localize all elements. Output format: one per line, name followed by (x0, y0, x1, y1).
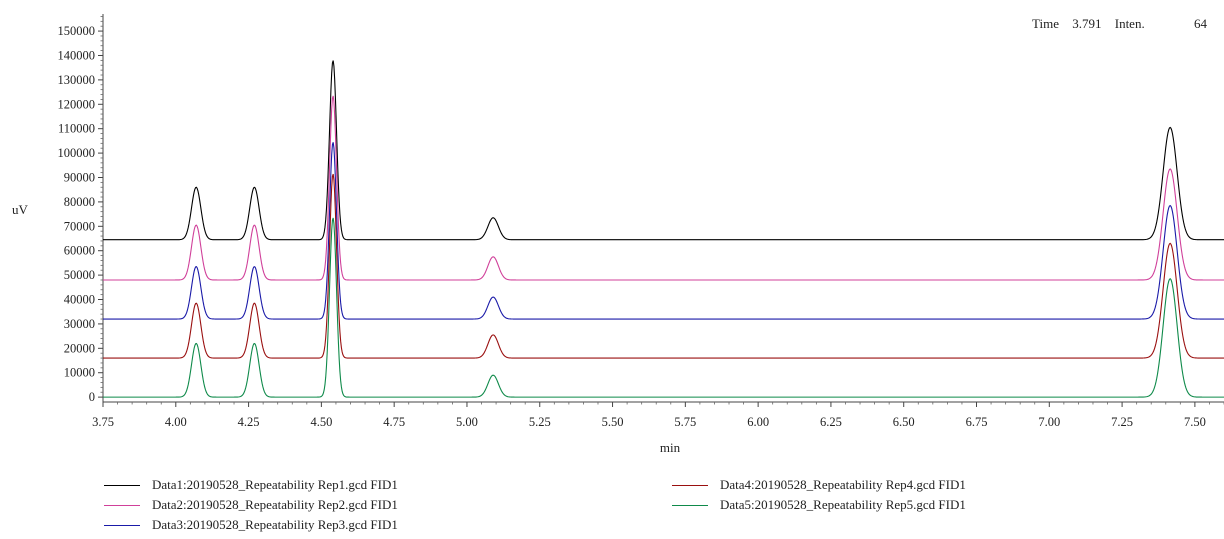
x-tick-label: 6.00 (747, 415, 769, 429)
legend-label: Data5:20190528_Repeatability Rep5.gcd FI… (720, 497, 966, 512)
legend-item: Data5:20190528_Repeatability Rep5.gcd FI… (672, 495, 966, 515)
x-tick-label: 7.00 (1038, 415, 1060, 429)
series-line-2 (103, 95, 1224, 281)
x-tick-label: 6.50 (893, 415, 915, 429)
x-tick-label: 3.75 (92, 415, 114, 429)
y-tick-label: 120000 (58, 97, 96, 111)
x-axis-label: min (660, 440, 681, 455)
legend-label: Data1:20190528_Repeatability Rep1.gcd FI… (152, 477, 398, 492)
legend-item: Data1:20190528_Repeatability Rep1.gcd FI… (104, 475, 398, 495)
chromatogram-chart: 0 10000 20000 30000 40000 50000 60000 70000 8000… (12, 14, 1224, 455)
x-tick-label: 5.00 (456, 415, 478, 429)
y-tick-label: 20000 (64, 341, 95, 355)
legend-label: Data3:20190528_Repeatability Rep3.gcd FI… (152, 517, 398, 532)
legend-item: Data4:20190528_Repeatability Rep4.gcd FI… (672, 475, 966, 495)
x-tick-label: 4.50 (310, 415, 332, 429)
y-axis-label: uV (12, 202, 29, 217)
y-tick-label: 130000 (58, 73, 96, 87)
legend-swatch (104, 504, 140, 506)
inten-label: Inten. (1114, 16, 1145, 31)
x-tick-label: 5.25 (529, 415, 551, 429)
legend-swatch (672, 484, 708, 486)
legend-swatch (104, 524, 140, 526)
x-tick-label: 6.75 (966, 415, 988, 429)
series-line-3 (103, 142, 1224, 320)
y-tick-label: 150000 (58, 24, 96, 38)
y-tick-label: 110000 (58, 122, 95, 136)
y-tick-label: 0 (89, 390, 95, 404)
series-layer (103, 60, 1224, 398)
x-tick-label: 4.75 (383, 415, 405, 429)
legend-right: Data4:20190528_Repeatability Rep4.gcd FI… (672, 475, 966, 515)
y-tick-label: 10000 (64, 366, 95, 380)
x-tick-label: 6.25 (820, 415, 842, 429)
y-tick-label: 50000 (64, 268, 95, 282)
series-line-4 (103, 173, 1224, 359)
y-tick-label: 100000 (58, 146, 96, 160)
legend-label: Data4:20190528_Repeatability Rep4.gcd FI… (720, 477, 966, 492)
x-tick-label: 4.25 (238, 415, 260, 429)
legend-swatch (104, 484, 140, 486)
x-tick-label: 4.00 (165, 415, 187, 429)
y-tick-label: 80000 (64, 195, 95, 209)
series-line-5 (103, 217, 1224, 398)
series-line-1 (103, 60, 1224, 241)
x-tick-label: 5.75 (674, 415, 696, 429)
y-tick-label: 30000 (64, 317, 95, 331)
y-tick-label: 140000 (58, 48, 96, 62)
y-tick-label: 60000 (64, 244, 95, 258)
y-tick-label: 40000 (64, 293, 95, 307)
x-tick-label: 7.50 (1184, 415, 1206, 429)
legend-item: Data2:20190528_Repeatability Rep2.gcd FI… (104, 495, 398, 515)
inten-value: 64 (1193, 16, 1207, 31)
y-tick-label: 70000 (64, 219, 95, 233)
cursor-readout: Time 3.791 Inten. 64 (1032, 16, 1217, 32)
x-axis: 3.75 4.00 4.25 4.50 4.75 5.00 5.25 5.50 5.75 6.00… (92, 401, 1224, 429)
y-axis: 0 10000 20000 30000 40000 50000 60000 70000 8000… (58, 14, 104, 404)
legend-swatch (672, 504, 708, 506)
time-value: 3.791 (1072, 16, 1102, 31)
y-tick-label: 90000 (64, 170, 95, 184)
legend-label: Data2:20190528_Repeatability Rep2.gcd FI… (152, 497, 398, 512)
x-tick-label: 5.50 (602, 415, 624, 429)
time-label: Time (1032, 16, 1059, 31)
x-tick-label: 7.25 (1111, 415, 1133, 429)
legend-left: Data1:20190528_Repeatability Rep1.gcd FI… (104, 475, 398, 535)
legend-item: Data3:20190528_Repeatability Rep3.gcd FI… (104, 515, 398, 535)
